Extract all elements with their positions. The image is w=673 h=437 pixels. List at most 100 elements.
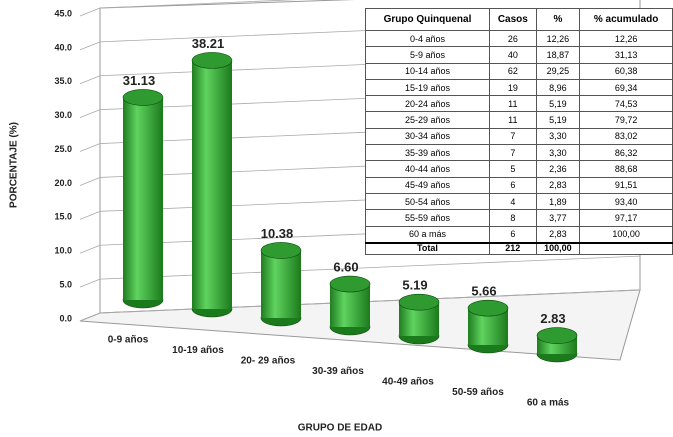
table-cell: 8 (488, 209, 537, 227)
side-grid-line (79, 41, 101, 51)
table-header-row: Grupo Quinquenal Casos%% acumulado (365, 8, 673, 31)
table-row: 55-59 años 8 3,77 97,17 (365, 209, 673, 227)
table-row: 40-44 años 5 2,36 88,68 (365, 160, 673, 178)
cylinder-top (467, 299, 509, 317)
table-cell: 97,17 (579, 209, 673, 227)
table-cell: 88,68 (579, 160, 673, 178)
data-label: 6.60 (333, 259, 358, 274)
cylinder (261, 250, 301, 318)
table-cell: 91,51 (579, 176, 673, 194)
y-tick-label: 0.0 (59, 313, 72, 323)
table-cell: 79,72 (579, 111, 673, 129)
y-tick-label: 40.0 (54, 42, 72, 52)
data-label: 2.83 (540, 311, 565, 326)
table-cell: 29,25 (535, 62, 581, 80)
table-cell: 30-34 años (365, 127, 490, 146)
table-cell: 60,38 (579, 62, 673, 80)
table-row: 45-49 años 6 2,83 91,51 (365, 176, 673, 194)
cylinder-top (536, 327, 578, 344)
side-grid-line (79, 210, 101, 220)
side-grid-line (79, 244, 101, 254)
side-grid-line (79, 177, 101, 186)
table-cell: 74,53 (579, 95, 673, 113)
table-row: 5-9 años 40 18,87 31,13 (365, 46, 673, 64)
header-cell: Casos (488, 8, 537, 31)
x-tick-label: 50-59 años (452, 387, 504, 398)
header-cell: % (535, 8, 581, 31)
table-cell: 3,30 (535, 144, 581, 162)
table-cell: 5,19 (535, 111, 581, 129)
y-tick-label: 30.0 (54, 110, 72, 120)
y-tick-label: 5.0 (59, 279, 72, 289)
x-tick-label: 30-39 años (312, 366, 364, 377)
x-tick-label: 60 a más (527, 398, 570, 409)
table-cell: 26 (488, 29, 537, 48)
data-label: 31.13 (123, 73, 156, 88)
y-tick-label: 20.0 (54, 178, 72, 188)
table-cell: 11 (488, 95, 537, 113)
x-axis-title: GRUPO DE EDAD (298, 423, 382, 434)
table-cell: 100,00 (579, 225, 673, 244)
data-table: Grupo Quinquenal Casos%% acumulado 0-4 año… (365, 8, 673, 255)
cylinder-top (398, 293, 440, 311)
grid-line (99, 0, 298, 9)
y-tick-label: 10.0 (54, 246, 72, 256)
table-row: 30-34 años 7 3,30 83,02 (365, 127, 673, 146)
x-tick-label: 0-9 años (108, 335, 149, 346)
table-cell: 5 (488, 160, 537, 178)
table-cell: 2,36 (535, 160, 581, 178)
data-label: 10.38 (261, 226, 294, 241)
y-tick-label: 45.0 (54, 8, 72, 18)
table-cell: 45-49 años (365, 176, 490, 194)
cylinder-top (260, 242, 302, 259)
cylinder (192, 60, 232, 310)
table-cell: 18,87 (535, 46, 581, 64)
table-cell: 25-29 años (365, 111, 490, 129)
table-cell: 55-59 años (365, 209, 490, 227)
y-tick-label: 15.0 (54, 212, 72, 222)
side-grid-line (79, 7, 101, 17)
table-cell: 19 (488, 78, 537, 97)
y-tick-label: 25.0 (54, 144, 72, 154)
table-cell: 40-44 años (365, 160, 490, 178)
table-cell: 83,02 (579, 127, 673, 146)
table-cell: 2,83 (535, 225, 581, 244)
cylinder-top (329, 275, 371, 293)
table-cell: 3,77 (535, 209, 581, 227)
data-label: 38.21 (192, 36, 225, 51)
table-cell: 7 (488, 144, 537, 162)
table-cell: 0-4 años (365, 29, 490, 48)
side-grid-line (79, 75, 101, 85)
grid-line (99, 255, 641, 280)
table-cell: 69,34 (579, 78, 673, 97)
table-row: 25-29 años 11 5,19 79,72 (365, 111, 673, 129)
table-cell: 1,89 (535, 192, 581, 211)
table-cell: 6 (488, 176, 537, 194)
table-cell (579, 241, 673, 255)
side-grid-line (79, 312, 101, 322)
table-row: 10-14 años 62 29,25 60,38 (365, 62, 673, 80)
table-cell: 62 (488, 62, 537, 80)
table-cell: 5,19 (535, 95, 581, 113)
data-label: 5.66 (471, 284, 496, 299)
table-cell: 4 (488, 192, 537, 211)
y-axis-title: PORCENTAJE (%) (9, 122, 20, 208)
table-row: 35-39 años 7 3,30 86,32 (365, 144, 673, 162)
table-cell: 2,83 (535, 176, 581, 194)
data-label: 5.19 (402, 278, 427, 293)
table-cell: 11 (488, 111, 537, 129)
table-cell: 35-39 años (365, 144, 490, 162)
y-tick-label: 35.0 (54, 76, 72, 86)
table-cell: 212 (488, 241, 537, 255)
header-cell: Grupo Quinquenal (365, 8, 490, 31)
table-cell: 3,30 (535, 127, 581, 146)
table-cell: 7 (488, 127, 537, 146)
cylinder-top (122, 89, 164, 106)
side-grid-line (79, 109, 101, 119)
side-grid-line (79, 143, 101, 152)
side-grid-line (79, 278, 101, 288)
table-total-row: Total 212 100,00 (365, 241, 673, 255)
table-cell: 50-54 años (365, 192, 490, 211)
cylinder (123, 97, 163, 300)
